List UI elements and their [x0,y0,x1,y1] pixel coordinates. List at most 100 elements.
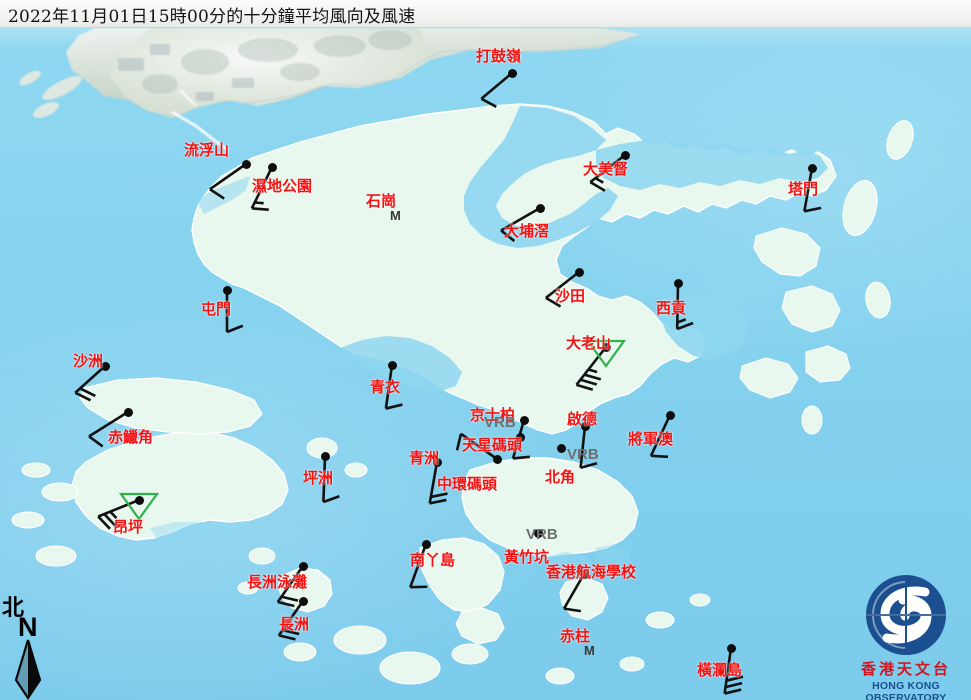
station-dot-icon [519,415,529,425]
wind-barb [322,455,340,504]
station-name-label: 沙洲 [73,352,104,370]
station-name-label: 昂坪 [113,518,144,536]
station-name-label: 屯門 [201,300,232,318]
station-name-label: 北角 [545,468,576,486]
station-dot-icon [556,443,566,453]
wind-barb [589,153,626,192]
compass-north-letter: N [18,612,38,642]
station-name-label: 橫瀾島 [697,661,743,679]
station-dot-icon [241,159,251,169]
north-arrow-icon [14,639,42,700]
station-dot-icon [123,407,133,417]
lantau-island-landmass [11,377,289,567]
wind-barb [500,206,541,243]
lamma-island-landmass [419,537,505,645]
mainland-china-landmass [19,28,640,152]
variable-wind-marker: VRB [484,414,516,431]
wind-barb [97,498,140,530]
station-dot-icon [579,569,589,579]
variable-wind-marker: VRB [526,526,558,543]
wind-barb [579,425,598,470]
station-name-label: 中環碼頭 [437,475,498,493]
wind-barb [384,364,403,410]
station-dot-icon [421,539,431,549]
station-name-label: 大美督 [583,160,629,178]
station-name-label: 沙田 [555,287,586,305]
wind-barb [88,410,129,448]
station-dot-icon [298,596,308,606]
wind-barb [276,565,305,608]
logo-chinese-name: 香港天文台 [860,660,951,678]
wind-barb [225,290,244,334]
station-name-label: 塔門 [788,180,819,198]
station-name-label: 香港航海學校 [546,563,637,581]
wind-barb [803,167,822,213]
station-dot-icon [601,342,611,352]
station-dot-icon [533,528,543,538]
missing-data-marker: M [584,643,595,658]
station-dot-icon [267,162,277,172]
station-dot-icon [726,643,736,653]
station-name-label: 長洲泳灘 [247,573,308,591]
station-dot-icon [673,278,683,288]
wind-barb [723,647,744,695]
station-name-label: 啟德 [567,410,598,428]
logo-english-name: HONG KONG OBSERVATORY [865,680,947,700]
station-dot-icon [580,421,590,431]
wind-barb [409,543,428,589]
missing-data-marker: M [390,208,401,223]
station-name-label: 將軍澳 [628,430,674,448]
wind-barb [428,461,448,505]
station-dot-icon [665,410,675,420]
wind-barb [209,162,247,200]
station-dot-icon [298,561,308,571]
wind-barb [649,414,672,459]
wind-barb [675,282,694,331]
wind-barb [480,72,513,108]
station-dot-icon [507,68,517,78]
station-dot-icon [320,451,330,461]
station-name-label: 天星碼頭 [462,436,523,454]
hko-logo: 香港天文台 HONG KONG OBSERVATORY [841,572,971,700]
station-name-label: 京士柏 [470,406,516,424]
station-dot-icon [432,457,442,467]
page-title: 2022年11月01日15時00分的十分鐘平均風向及風速 [8,7,416,27]
outlying-islands-landmass [237,437,711,685]
station-dot-icon [134,495,144,505]
station-name-label: 青衣 [370,378,401,396]
wind-barb [562,573,586,613]
station-name-label: 黃竹坑 [504,548,550,566]
strong-wind-triangle-icon [585,339,627,368]
station-name-label: 打鼓嶺 [476,47,522,65]
station-name-label: 南丫島 [410,551,456,569]
compass-rose: 北 N [2,592,62,700]
station-name-label: 濕地公園 [252,177,313,195]
hk-new-territories-landmass [191,103,851,435]
station-name-label: 長洲 [279,615,310,633]
station-name-label: 大老山 [566,334,612,352]
station-dot-icon [100,361,110,371]
station-dot-icon [807,163,817,173]
wind-barb [74,365,106,402]
wind-barb [455,432,498,461]
station-name-label: 赤鱲角 [108,428,154,446]
station-name-label: 大埔滘 [504,222,550,240]
map-title-bar: 2022年11月01日15時00分的十分鐘平均風向及風速 [0,0,971,28]
station-name-label: 赤柱 [560,627,591,645]
wind-barb [545,270,580,308]
station-dot-icon [492,454,502,464]
station-name-label: 青洲 [409,449,440,467]
wind-barb [250,166,274,211]
hko-typhoon-swirl-icon [866,575,946,655]
eastern-islets-landmass [801,120,914,435]
station-dot-icon [222,285,232,295]
wind-barb [277,600,305,641]
station-dot-icon [515,432,525,442]
station-name-label: 坪洲 [303,469,334,487]
wind-barb [575,346,608,391]
station-name-label: 西貢 [656,299,687,317]
station-dot-icon [620,150,630,160]
